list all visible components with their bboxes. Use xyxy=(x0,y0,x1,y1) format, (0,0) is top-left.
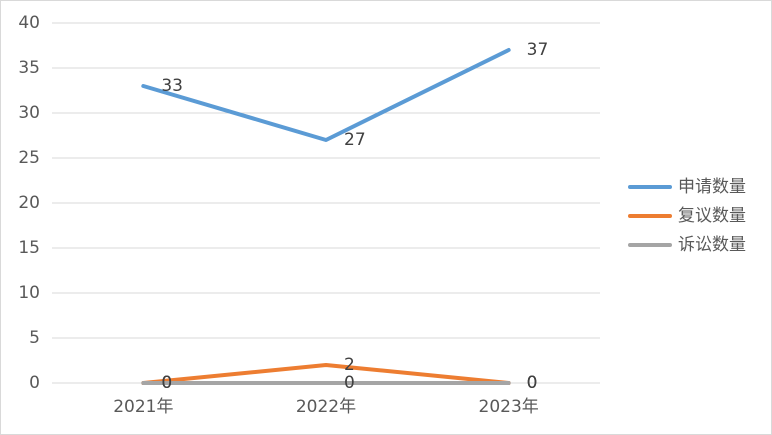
y-tick-label: 5 xyxy=(29,328,40,348)
data-label: 0 xyxy=(527,373,538,393)
x-tick-label: 2022年 xyxy=(296,397,356,417)
data-label: 37 xyxy=(527,40,549,60)
data-label: 0 xyxy=(527,373,538,393)
data-label: 2 xyxy=(344,355,355,375)
y-tick-label: 35 xyxy=(18,58,40,78)
y-tick-label: 25 xyxy=(18,148,40,168)
y-tick-label: 20 xyxy=(18,193,40,213)
x-tick-label: 2021年 xyxy=(113,397,173,417)
data-label: 0 xyxy=(161,373,172,393)
data-label: 27 xyxy=(344,130,366,150)
y-tick-label: 40 xyxy=(18,13,40,33)
series-line xyxy=(141,48,511,142)
legend-label: 复议数量 xyxy=(678,206,746,226)
y-tick-label: 30 xyxy=(18,103,40,123)
y-tick-label: 15 xyxy=(18,238,40,258)
data-label: 33 xyxy=(161,76,183,96)
legend-label: 申请数量 xyxy=(678,177,746,197)
data-label: 0 xyxy=(344,373,355,393)
legend-label: 诉讼数量 xyxy=(678,235,746,255)
data-label: 0 xyxy=(161,373,172,393)
y-tick-label: 0 xyxy=(29,373,40,393)
x-tick-label: 2023年 xyxy=(479,397,539,417)
series-line xyxy=(141,363,511,385)
y-tick-label: 10 xyxy=(18,283,40,303)
